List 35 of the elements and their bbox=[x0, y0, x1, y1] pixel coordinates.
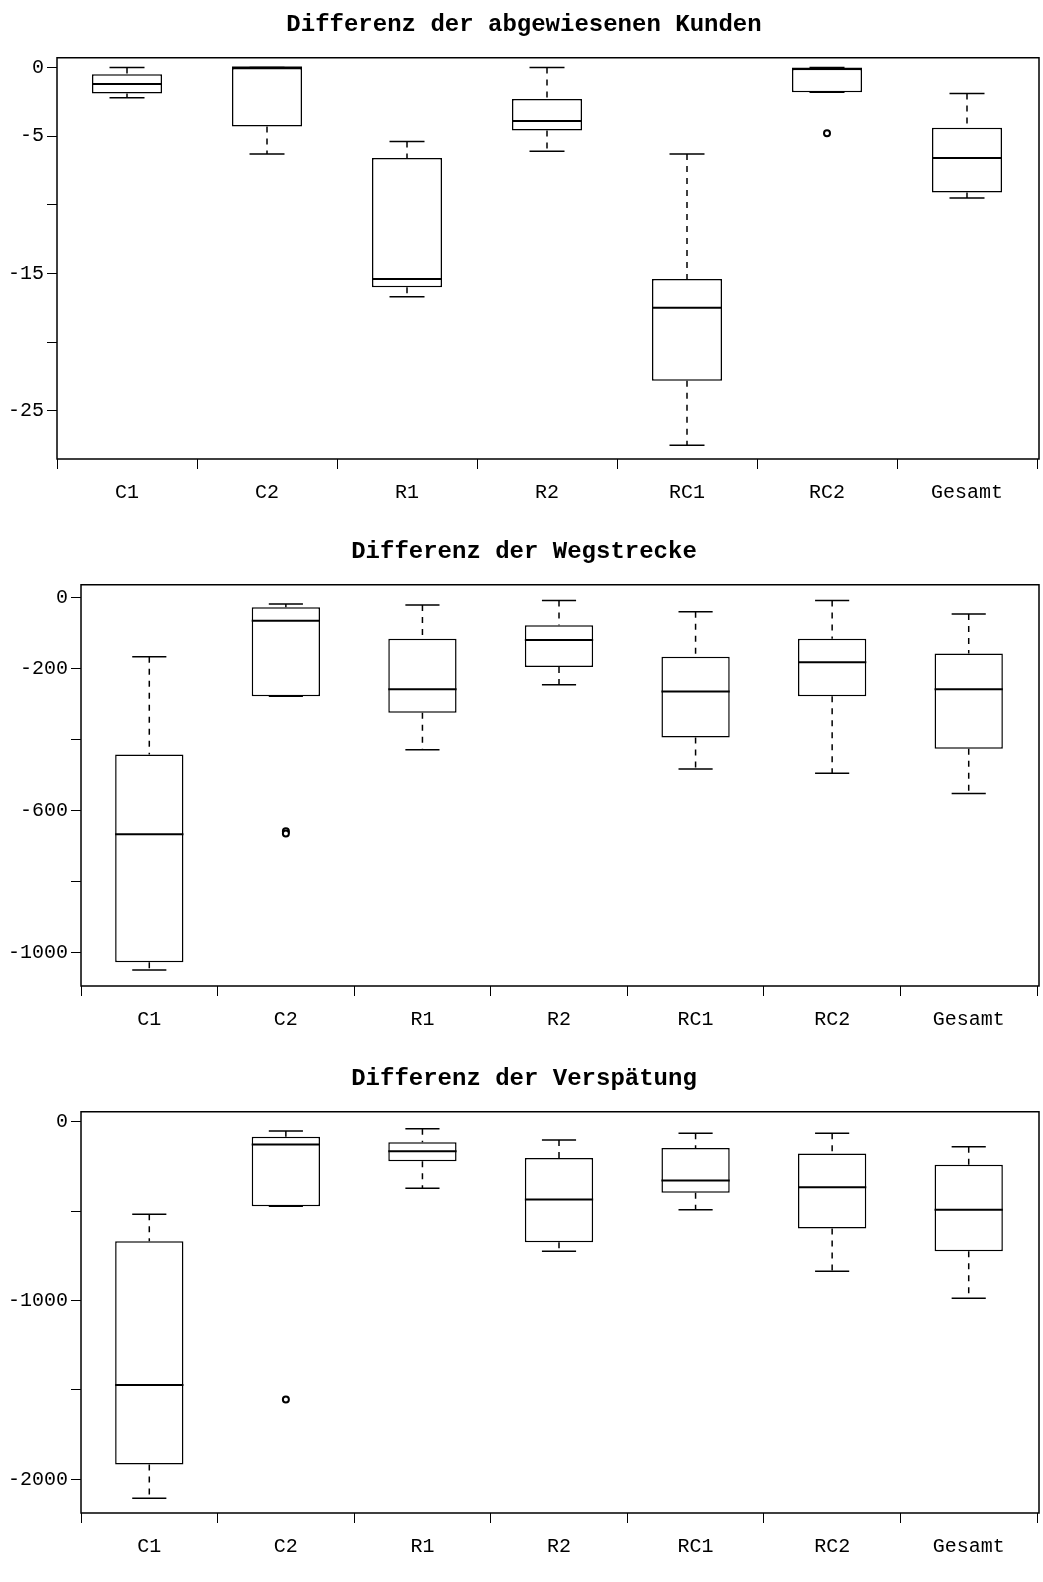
x-tick-label: C1 bbox=[115, 481, 140, 505]
y-tick-label: 0 bbox=[55, 1110, 69, 1134]
y-tick-label: 0 bbox=[31, 55, 45, 79]
x-tick-label: Gesamt bbox=[932, 1535, 1005, 1559]
y-tick-label: -15 bbox=[7, 261, 45, 285]
x-tick-label: RC1 bbox=[677, 1535, 714, 1559]
y-tick-label: -200 bbox=[19, 656, 69, 680]
x-tick-label: C2 bbox=[273, 1535, 298, 1559]
x-tick-label: R1 bbox=[395, 481, 420, 505]
x-tick-label: RC1 bbox=[668, 481, 706, 505]
x-tick-label: R1 bbox=[410, 1535, 435, 1559]
x-tick-label: Gesamt bbox=[932, 1008, 1005, 1032]
y-tick-label: -5 bbox=[19, 124, 45, 148]
x-tick-label: R1 bbox=[410, 1008, 435, 1032]
x-tick-label: R2 bbox=[547, 1535, 572, 1559]
y-tick-label: -1000 bbox=[7, 941, 69, 965]
chart-title: Differenz der abgewiesenen Kunden bbox=[286, 11, 762, 39]
y-tick-label: -2000 bbox=[7, 1467, 69, 1491]
y-tick-label: -1000 bbox=[7, 1288, 69, 1312]
x-tick-label: C2 bbox=[255, 481, 280, 505]
x-tick-label: C1 bbox=[137, 1008, 162, 1032]
y-tick-label: 0 bbox=[55, 585, 69, 609]
y-tick-label: -600 bbox=[19, 798, 69, 822]
x-tick-label: RC2 bbox=[814, 1535, 851, 1559]
x-tick-label: RC2 bbox=[814, 1008, 851, 1032]
y-tick-label: -25 bbox=[7, 399, 45, 423]
x-tick-label: R2 bbox=[547, 1008, 572, 1032]
x-tick-label: RC1 bbox=[677, 1008, 714, 1032]
x-tick-label: C2 bbox=[273, 1008, 298, 1032]
x-tick-label: C1 bbox=[137, 1535, 162, 1559]
chart-title: Differenz der Verspätung bbox=[351, 1065, 697, 1093]
x-tick-label: RC2 bbox=[808, 481, 846, 505]
x-tick-label: Gesamt bbox=[930, 481, 1004, 505]
chart-title: Differenz der Wegstrecke bbox=[351, 538, 697, 566]
x-tick-label: R2 bbox=[535, 481, 560, 505]
